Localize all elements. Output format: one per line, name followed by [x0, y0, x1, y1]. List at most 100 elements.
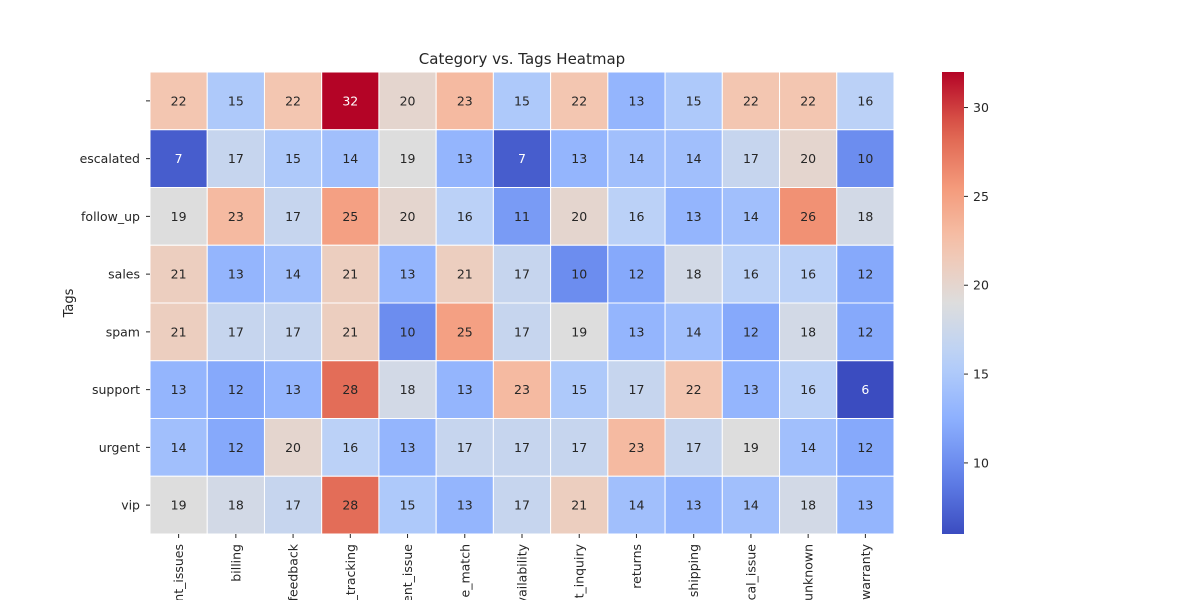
- heatmap-cell: [263, 71, 323, 131]
- cell-value-label: 13: [171, 382, 187, 397]
- cell-value-label: 15: [571, 382, 587, 397]
- cell-value-label: 19: [571, 324, 587, 339]
- cell-value-label: 7: [175, 151, 183, 166]
- cell-value-label: 28: [342, 498, 358, 513]
- cell-value-label: 16: [800, 267, 816, 282]
- chart-title: Category vs. Tags Heatmap: [419, 50, 625, 68]
- y-tick-label: urgent: [99, 440, 140, 455]
- cell-value-label: 18: [800, 498, 816, 513]
- heatmap-cell: [836, 418, 895, 477]
- heatmap-cell: [149, 360, 208, 419]
- heatmap-cell: [263, 129, 323, 188]
- cell-value-label: 14: [285, 267, 301, 282]
- cell-value-label: 13: [686, 498, 702, 513]
- x-tick-label: warranty: [858, 543, 873, 599]
- heatmap-cell: [550, 129, 609, 188]
- cell-value-label: 13: [686, 209, 702, 224]
- cell-value-label: 12: [857, 440, 873, 455]
- heatmap-cell: [263, 418, 323, 477]
- heatmap-cell: [149, 244, 208, 304]
- x-tick-label: cal_issue: [743, 544, 758, 600]
- heatmap-cell: [664, 129, 723, 188]
- cell-value-label: 23: [228, 209, 244, 224]
- cell-value-label: 25: [457, 324, 473, 339]
- heatmap-cell: [721, 244, 781, 304]
- cell-value-label: 19: [171, 498, 187, 513]
- cell-value-label: 20: [400, 209, 416, 224]
- cell-value-label: 7: [518, 151, 526, 166]
- cell-value-label: 12: [228, 440, 244, 455]
- cell-value-label: 15: [686, 93, 702, 108]
- cell-value-label: 20: [571, 209, 587, 224]
- cell-value-label: 14: [743, 498, 759, 513]
- cell-value-label: 21: [457, 267, 473, 282]
- heatmap-cell: [607, 360, 666, 419]
- heatmap-cell: [664, 244, 723, 304]
- cell-value-label: 13: [457, 382, 473, 397]
- cell-value-label: 17: [457, 440, 473, 455]
- cell-value-label: 13: [857, 498, 873, 513]
- heatmap-cell: [664, 71, 723, 131]
- x-tick-label: unknown: [801, 544, 816, 600]
- cell-value-label: 17: [285, 209, 301, 224]
- cell-value-label: 16: [743, 267, 759, 282]
- cell-value-label: 18: [400, 382, 416, 397]
- x-tick-label: e_match: [457, 544, 472, 597]
- cell-value-label: 26: [800, 209, 816, 224]
- cell-value-label: 17: [629, 382, 645, 397]
- cell-value-label: 22: [743, 93, 759, 108]
- y-axis-label: Tags: [62, 288, 77, 318]
- cell-value-label: 12: [629, 267, 645, 282]
- heatmap-cell: [607, 129, 666, 188]
- colorbar-tick-label: 20: [973, 278, 989, 293]
- heatmap-cell: [492, 129, 552, 188]
- heatmap-cell: [721, 418, 781, 477]
- heatmap-cell: [607, 418, 666, 477]
- cell-value-label: 28: [342, 382, 358, 397]
- cell-value-label: 13: [629, 324, 645, 339]
- colorbar-tick-label: 15: [973, 367, 989, 382]
- heatmap-cell: [378, 129, 437, 188]
- cell-value-label: 16: [800, 382, 816, 397]
- heatmap-cell: [492, 418, 552, 477]
- cell-value-label: 14: [629, 151, 645, 166]
- colorbar-tick-label: 10: [973, 455, 989, 470]
- cell-value-label: 16: [629, 209, 645, 224]
- heatmap-cell: [836, 187, 895, 246]
- cell-value-label: 21: [342, 324, 358, 339]
- heatmap-cell: [836, 302, 895, 362]
- heatmap-cell: [607, 475, 666, 535]
- y-tick-label: spam: [106, 324, 140, 339]
- cell-value-label: 21: [171, 267, 187, 282]
- x-tick-label: _tracking: [343, 544, 358, 600]
- cell-value-label: 17: [514, 267, 530, 282]
- cell-value-label: 13: [629, 93, 645, 108]
- cell-value-label: 14: [800, 440, 816, 455]
- heatmap-cell: [779, 71, 838, 131]
- cell-value-label: 13: [457, 151, 473, 166]
- cell-value-label: 12: [857, 267, 873, 282]
- cell-value-label: 14: [686, 324, 702, 339]
- cell-value-label: 6: [861, 382, 869, 397]
- heatmap-cell: [779, 129, 838, 188]
- heatmap-cell: [321, 302, 380, 362]
- heatmap-cell: [149, 187, 208, 246]
- heatmap-cell: [378, 475, 437, 535]
- cell-value-label: 13: [228, 267, 244, 282]
- heatmap-cells: 22 15 22 32 20 23 15 22 13 15 22 22 16 7 17 15 14 19 13 7 13…: [149, 71, 895, 535]
- y-tick-label: follow_up: [81, 209, 140, 224]
- heatmap-cell: [378, 360, 437, 419]
- cell-value-label: 23: [629, 440, 645, 455]
- cell-value-label: 22: [571, 93, 587, 108]
- cell-value-label: 18: [686, 267, 702, 282]
- cell-value-label: 17: [514, 324, 530, 339]
- cell-value-label: 11: [514, 209, 530, 224]
- cell-value-label: 13: [285, 382, 301, 397]
- cell-value-label: 13: [400, 440, 416, 455]
- cell-value-label: 15: [400, 498, 416, 513]
- heatmap-cell: [836, 244, 895, 304]
- x-tick-label: billing: [228, 544, 243, 582]
- cell-value-label: 10: [571, 267, 587, 282]
- cell-value-label: 20: [285, 440, 301, 455]
